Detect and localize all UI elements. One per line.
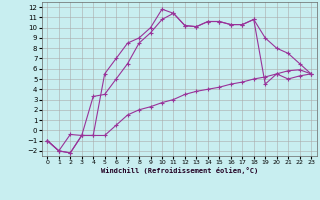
X-axis label: Windchill (Refroidissement éolien,°C): Windchill (Refroidissement éolien,°C): [100, 167, 258, 174]
